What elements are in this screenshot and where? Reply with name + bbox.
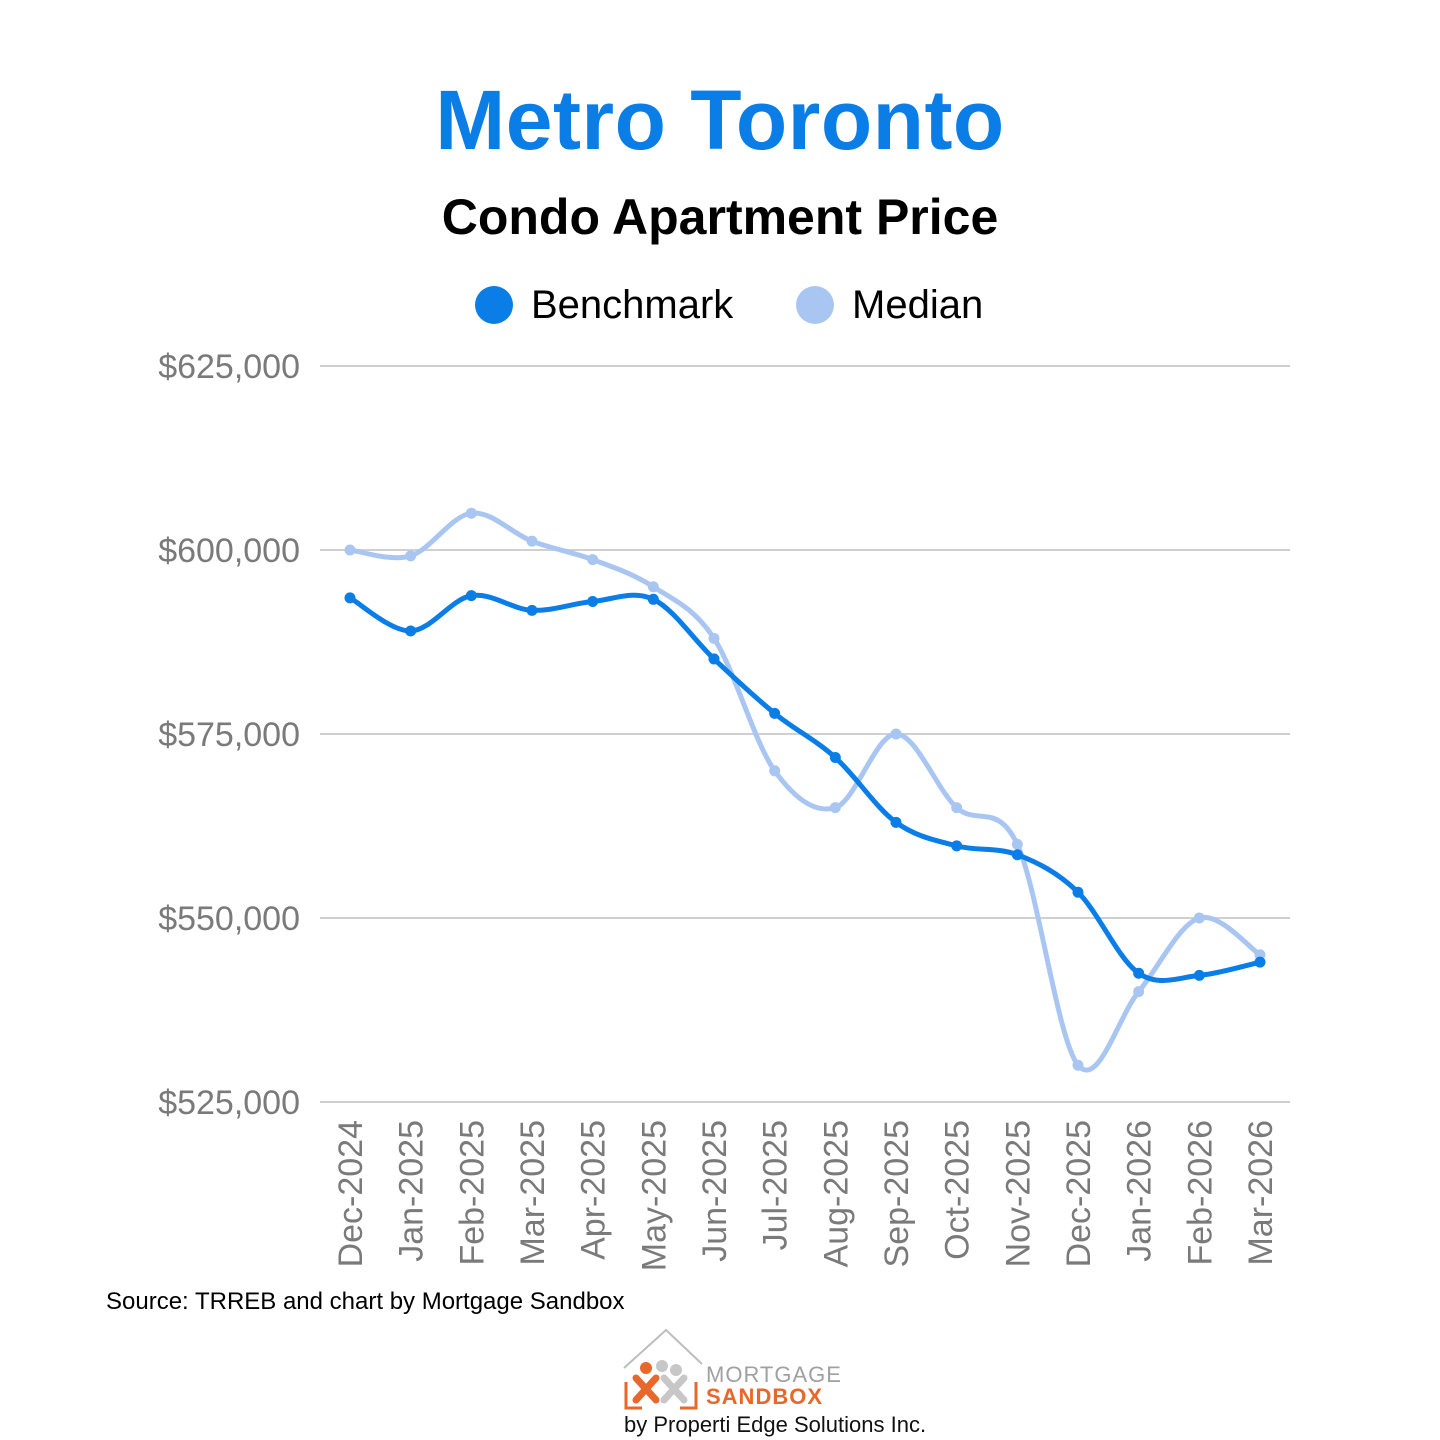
data-point-benchmark [465,590,477,602]
data-point-median [465,507,477,519]
y-tick-label: $600,000 [158,532,300,570]
data-point-median [1072,1059,1084,1071]
data-point-median [890,728,902,740]
legend-label-benchmark: Benchmark [531,282,734,327]
logo-house-icon [623,1328,703,1410]
data-point-median [1193,912,1205,924]
data-point-benchmark [405,625,417,637]
x-tick-label: Mar-2026 [1242,1120,1280,1266]
y-tick-label: $550,000 [158,900,300,938]
data-point-benchmark [769,707,781,719]
data-point-benchmark [526,604,538,616]
logo: MORTGAGE SANDBOX by Properti Edge Soluti… [620,1328,926,1438]
x-tick-label: Aug-2025 [817,1120,855,1267]
chart-title: Metro Toronto [435,73,1005,167]
x-tick-label: Jan-2025 [393,1120,431,1262]
x-tick-label: Apr-2025 [575,1120,613,1260]
legend-label-median: Median [852,282,984,327]
x-tick-label: Jul-2025 [757,1120,795,1250]
chart-subtitle: Condo Apartment Price [441,189,999,245]
x-tick-label: May-2025 [635,1120,673,1271]
data-point-benchmark [1133,967,1145,979]
x-tick-label: Dec-2024 [332,1120,370,1267]
data-point-benchmark [1011,849,1023,861]
data-point-benchmark [1193,969,1205,981]
x-tick-label: Dec-2025 [1060,1120,1098,1267]
x-tick-label: Feb-2025 [453,1120,491,1266]
y-tick-label: $525,000 [158,1084,300,1122]
x-tick-label: Feb-2026 [1181,1120,1219,1266]
data-point-median [829,802,841,814]
logo-text-sandbox: SANDBOX [706,1384,824,1409]
x-tick-label: Nov-2025 [999,1120,1037,1267]
legend-item-benchmark: Benchmark [475,280,733,330]
data-point-median [1133,986,1145,998]
x-tick-label: Oct-2025 [939,1120,977,1260]
y-tick-label: $575,000 [158,716,300,754]
data-point-benchmark [647,593,659,605]
data-point-benchmark [344,592,356,604]
data-point-median [708,632,720,644]
x-tick-label: Sep-2025 [878,1120,916,1267]
y-tick-label: $625,000 [158,348,300,386]
x-tick-label: Jan-2026 [1121,1120,1159,1262]
data-point-median [344,544,356,556]
data-point-median [587,554,599,566]
data-point-benchmark [1254,956,1266,968]
chart-legend: Benchmark Median [0,280,1440,330]
data-point-benchmark [951,840,963,852]
data-point-median [1011,838,1023,850]
data-point-median [526,535,538,547]
legend-dot-median-icon [796,286,834,324]
data-point-benchmark [708,653,720,665]
data-point-median [405,550,417,562]
data-point-benchmark [587,596,599,608]
data-point-median [647,581,659,593]
logo-text-mortgage: MORTGAGE [706,1362,842,1387]
data-point-benchmark [829,752,841,764]
series-line-benchmark [347,592,1263,983]
legend-dot-benchmark-icon [475,286,513,324]
data-point-median [769,765,781,777]
x-tick-label: Mar-2025 [514,1120,552,1266]
logo-byline: by Properti Edge Solutions Inc. [624,1412,927,1437]
data-point-median [951,802,963,814]
legend-item-median: Median [796,280,983,330]
source-note: Source: TRREB and chart by Mortgage Sand… [106,1288,625,1315]
line-chart: $525,000 $550,000 $575,000 $600,000 $625,000… [158,348,1290,1271]
data-point-benchmark [1072,886,1084,898]
x-tick-label: Jun-2025 [696,1120,734,1262]
data-point-benchmark [890,816,902,828]
